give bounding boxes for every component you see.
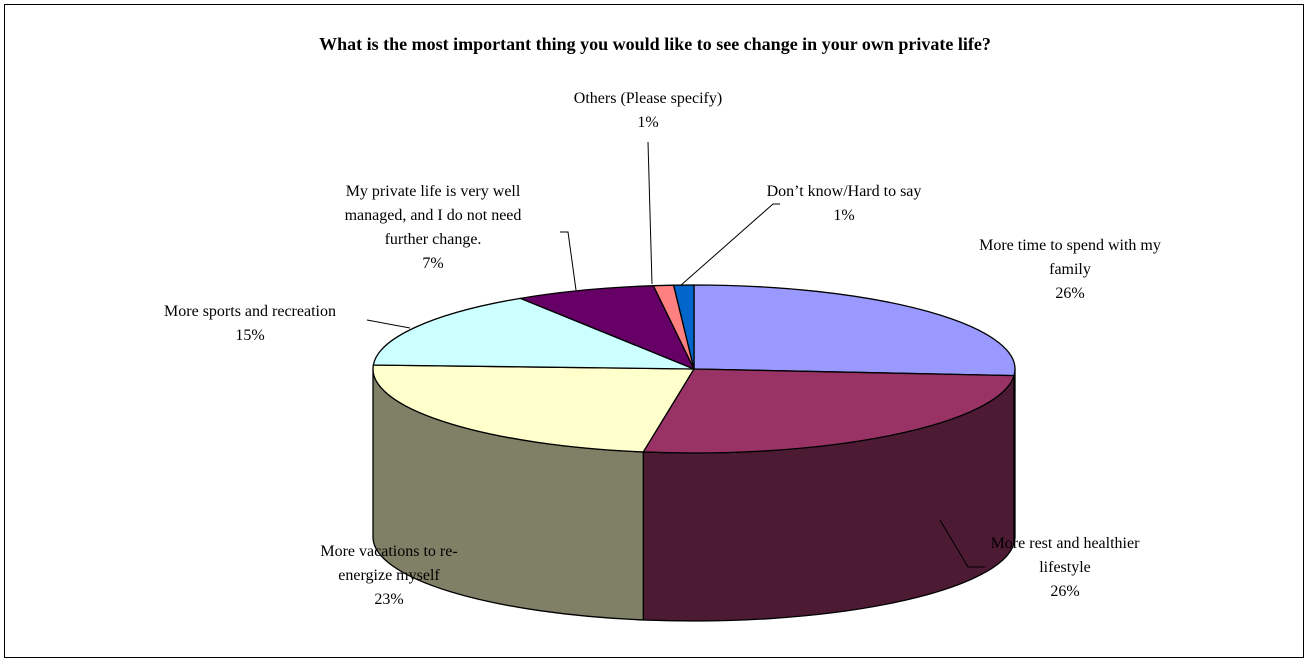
leader-line-4 [560,231,577,291]
slice-label-line: managed, and I do not need [345,207,522,224]
slice-label-0: More time to spend with my family 26% [979,237,1161,302]
slice-label-2: More vacations to re-energize myself 23% [320,543,457,608]
pie-slice-0 [693,284,1016,377]
slice-label-line: More vacations to re- [320,543,457,560]
slice-label-line: More sports and recreation [164,303,336,320]
slice-label-line: My private life is very well [346,183,521,200]
pie-slice-3 [372,297,695,370]
leader-line-5 [647,141,653,285]
slice-label-line: family [1049,261,1091,278]
slice-percent: 1% [833,207,854,224]
slice-label-1: More rest and healthier lifestyle 26% [991,535,1141,600]
slice-percent: 7% [422,255,443,272]
pie-slice-4 [518,285,696,371]
slice-label-line: Don’t know/Hard to say [767,183,922,200]
slice-percent: 23% [374,591,403,608]
slice-label-line: Others (Please specify) [574,90,722,107]
leader-lines [366,141,985,568]
slice-percent: 26% [1050,583,1079,600]
slice-label-3: More sports and recreation 15% [164,303,336,344]
slice-percent: 1% [637,114,658,131]
slice-label-5: Others (Please specify) 1% [574,90,722,131]
pie-slice-1 [642,368,1015,454]
leader-line-6 [679,203,780,287]
pie-slice-6 [672,284,695,370]
slice-label-line: further change. [385,231,482,248]
slice-label-line: More time to spend with my [979,237,1161,254]
pie-slices [372,284,1016,454]
pie-slice-2 [372,364,696,453]
slice-label-line: More rest and healthier [991,535,1141,552]
slice-label-line: energize myself [338,567,440,584]
slice-percent: 15% [235,327,264,344]
chart-title: What is the most important thing you wou… [319,34,991,54]
slice-labels: More time to spend with my family 26%More … [164,90,1161,608]
slice-label-4: My private life is very well managed, and… [345,183,522,272]
slice-percent: 26% [1055,285,1084,302]
leader-line-3 [366,319,411,329]
slice-label-line: lifestyle [1039,559,1091,576]
leader-line-1 [939,519,985,568]
slice-label-6: Don’t know/Hard to say 1% [767,183,922,224]
